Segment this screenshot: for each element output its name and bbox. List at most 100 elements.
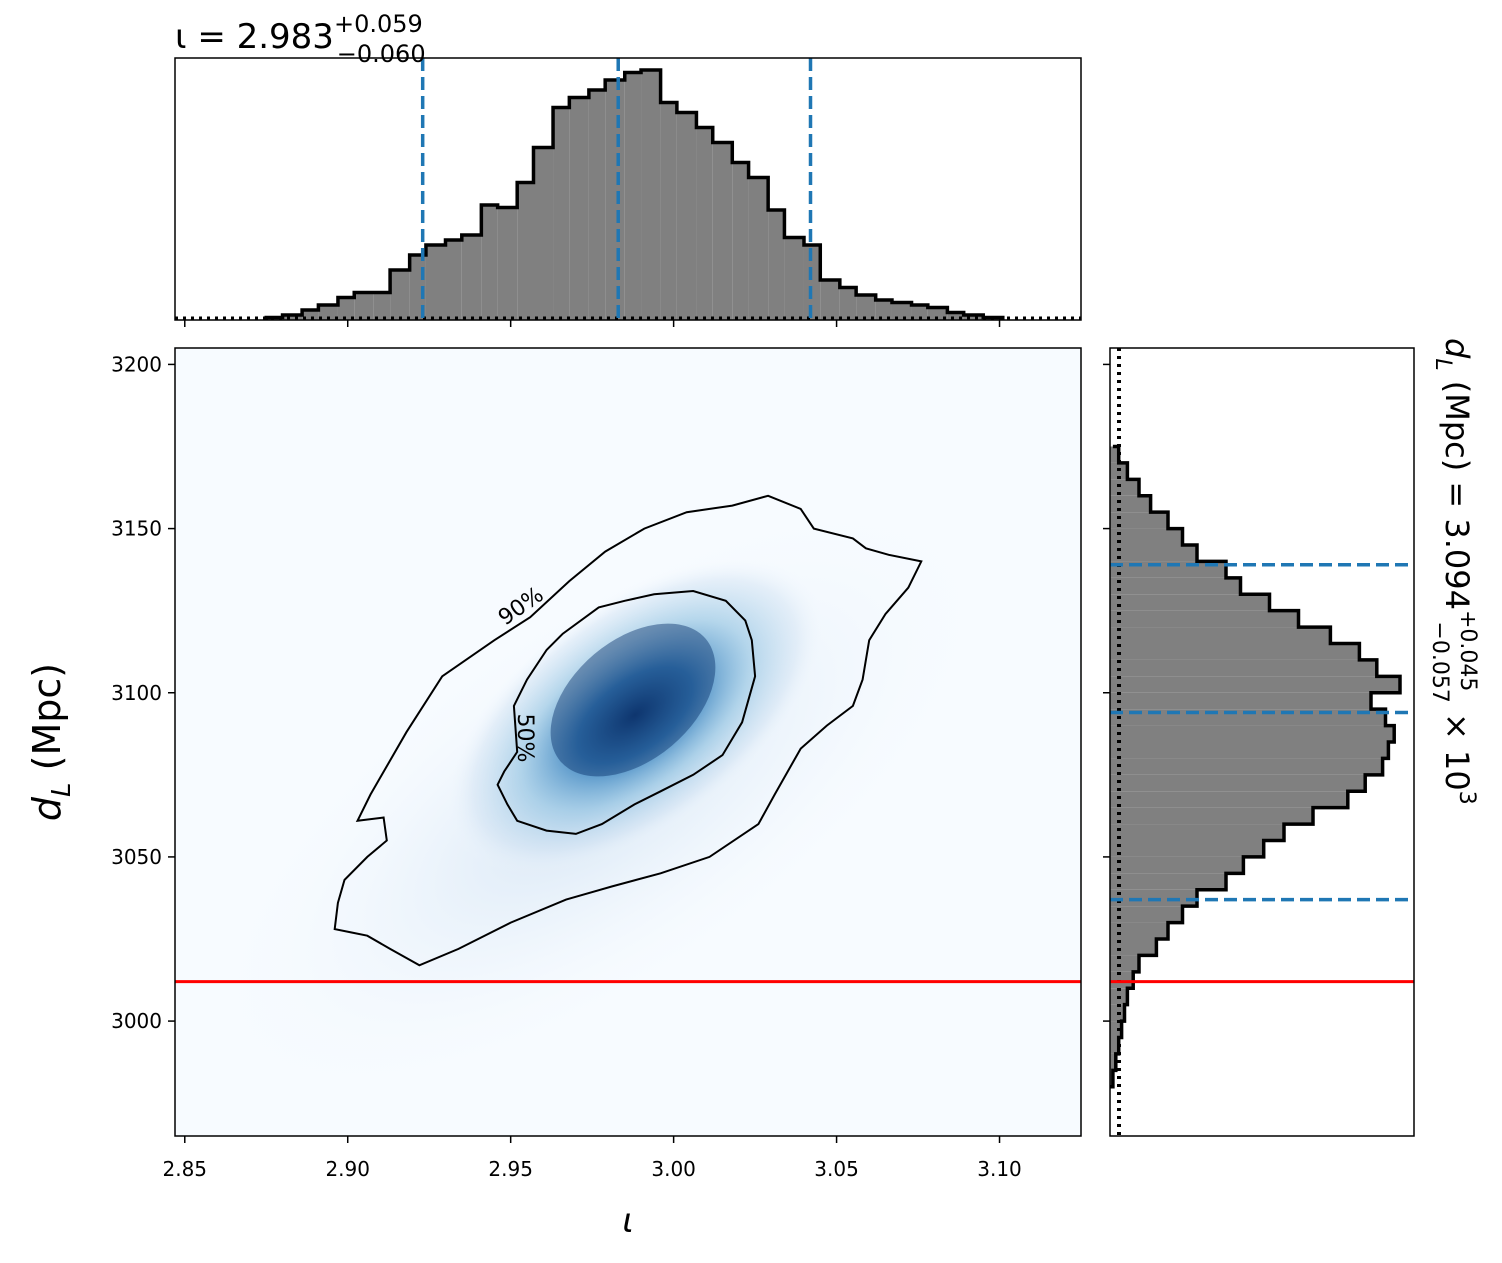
y-axis-label: dL (Mpc): [25, 663, 77, 821]
histogram-bar: [676, 112, 697, 320]
dl-histogram: [1110, 444, 1402, 1089]
x-tick-label: 3.00: [651, 1157, 696, 1181]
histogram-bar: [927, 307, 948, 320]
histogram-bar: [856, 295, 876, 320]
histogram-bar: [1110, 856, 1244, 874]
histogram-bar: [517, 182, 534, 320]
histogram-bar: [1110, 791, 1348, 808]
joint-panel: 90% 50% 2.85 2.90 2.95 3.00 3.05 3.10 3000305…: [25, 347, 1082, 1241]
histogram-bar: [732, 162, 749, 320]
histogram-bar: [820, 280, 840, 320]
histogram-bar: [839, 287, 857, 320]
histogram-bar: [1110, 840, 1264, 857]
histogram-outline: [1110, 444, 1402, 1089]
joint-x-ticks: 2.85 2.90 2.95 3.00 3.05 3.10: [163, 1136, 1022, 1181]
x-tick-label: 2.95: [488, 1157, 533, 1181]
y-tick-label: 3200: [111, 352, 162, 376]
histogram-bar: [605, 80, 625, 320]
histogram-bar: [1110, 495, 1151, 513]
joint-frame: [174, 347, 1082, 1137]
iota-title: ι = 2.983+0.059 −0.060: [175, 10, 426, 68]
histogram-bar: [911, 305, 928, 320]
histogram-bar: [748, 177, 769, 320]
histogram-bar: [1110, 545, 1197, 562]
x-tick-label: 2.85: [163, 1157, 208, 1181]
histogram-bar: [1110, 971, 1134, 989]
histogram-bar: [696, 127, 713, 320]
density-core: [444, 555, 826, 875]
histogram-bar: [282, 315, 303, 320]
histogram-bar: [425, 245, 446, 320]
contour-90: [333, 494, 923, 967]
x-tick-label: 2.90: [325, 1157, 370, 1181]
histogram-bar: [1110, 922, 1168, 939]
y-tick-label: 3000: [111, 1009, 162, 1033]
histogram-bar: [891, 302, 912, 320]
histogram-bar: [588, 90, 606, 320]
histogram-bar: [1110, 873, 1226, 890]
histogram-bar: [803, 245, 821, 320]
histogram-bar: [1110, 1037, 1119, 1054]
histogram-bar: [1110, 1053, 1116, 1071]
histogram-bar: [624, 72, 642, 320]
histogram-bar: [481, 205, 498, 320]
histogram-bar: [373, 292, 391, 320]
histogram-bar: [875, 300, 892, 320]
y-tick-label: 3100: [111, 681, 162, 705]
histogram-bar: [1110, 528, 1183, 545]
histogram-bar: [660, 102, 677, 320]
histogram-bar: [1110, 462, 1128, 480]
histogram-bar: [1110, 692, 1371, 710]
histogram-bar: [712, 142, 733, 320]
right-y-ticks: [1103, 363, 1110, 1022]
density-peak: [550, 623, 716, 777]
histogram-bar: [302, 310, 319, 320]
histogram-bar: [1110, 627, 1331, 644]
histogram-bar: [1110, 906, 1183, 923]
histogram-bar: [354, 292, 374, 320]
histogram-bar: [1110, 758, 1383, 775]
right-marginal-frame: [1109, 347, 1415, 1137]
histogram-bar: [1110, 774, 1366, 792]
histogram-bar: [390, 270, 410, 320]
histogram-bar: [1110, 955, 1139, 972]
histogram-bar: [553, 107, 570, 320]
top-x-ticks: [184, 320, 1001, 327]
histogram-bar: [1110, 1021, 1122, 1038]
histogram-bar: [337, 297, 355, 320]
histogram-bar: [497, 207, 518, 320]
histogram-bar: [641, 70, 661, 320]
top-marginal-panel: ι = 2.983+0.059 −0.060: [174, 10, 1082, 327]
histogram-bar: [768, 210, 785, 320]
histogram-bar: [1110, 594, 1270, 611]
dl-quantile-lines: [1110, 562, 1414, 902]
histogram-bar: [963, 315, 984, 320]
histogram-bar: [1110, 742, 1389, 759]
histogram-bar: [784, 237, 804, 320]
dl-title: dL (Mpc) = 3.094+0.045−0.057 × 103: [1427, 338, 1480, 805]
histogram-bar: [533, 147, 554, 320]
histogram-bar: [1110, 824, 1284, 841]
histogram-bar: [1110, 939, 1157, 956]
y-tick-label: 3050: [111, 845, 162, 869]
histogram-bar: [1110, 577, 1241, 595]
x-tick-label: 3.10: [977, 1157, 1022, 1181]
x-axis-label: ι: [622, 1201, 634, 1241]
histogram-bar: [1110, 659, 1377, 677]
histogram-bar: [1110, 725, 1395, 742]
right-marginal-panel: dL (Mpc) = 3.094+0.045−0.057 × 103: [1103, 338, 1480, 1137]
histogram-bar: [1110, 479, 1139, 496]
contour-label-50: 50%: [512, 714, 537, 763]
iota-histogram: [264, 68, 1005, 320]
contour-50: [496, 589, 757, 835]
histogram-bar: [947, 312, 964, 320]
histogram-bar: [318, 305, 338, 320]
histogram-bar: [445, 240, 462, 320]
x-tick-label: 3.05: [814, 1157, 859, 1181]
top-marginal-frame: [174, 57, 1082, 321]
histogram-bar: [1110, 610, 1299, 628]
histogram-bar: [1110, 643, 1360, 660]
histogram-outline: [264, 68, 1005, 320]
histogram-bar: [461, 235, 482, 320]
